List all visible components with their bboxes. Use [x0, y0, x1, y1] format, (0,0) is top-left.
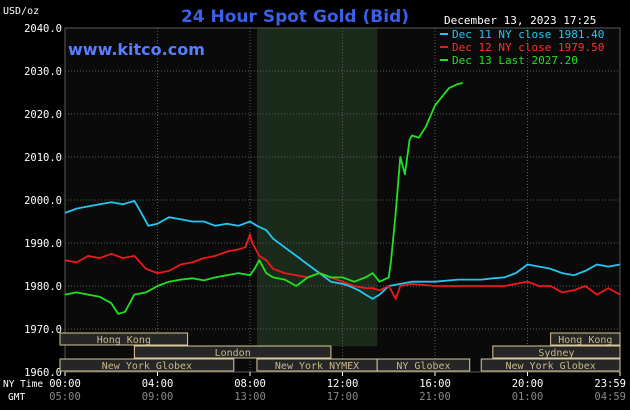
x-tick-label-ny: 16:00 [419, 378, 451, 390]
y-tick-label: 2040.0 [24, 23, 62, 35]
x-tick-label-gmt: 05:00 [49, 391, 81, 403]
chart-title: 24 Hour Spot Gold (Bid) [181, 7, 409, 27]
y-tick-label: 2000.0 [24, 195, 62, 207]
x-tick-label-gmt: 04:59 [594, 391, 626, 403]
y-tick-label: 1990.0 [24, 238, 62, 250]
session-label: New York Globex [505, 361, 595, 372]
price-lines [64, 82, 621, 315]
x-tick-label-ny: 23:59 [594, 378, 626, 390]
x-tick-label-gmt: 13:00 [234, 391, 266, 403]
x-tick-label-ny: 04:00 [142, 378, 174, 390]
session-label: New York Globex [102, 361, 192, 372]
series-line-3 [64, 82, 463, 315]
session-label: Sydney [538, 348, 574, 359]
session-box [480, 358, 621, 372]
session-box [133, 345, 332, 359]
session-label: Hong Kong [558, 335, 612, 346]
legend-label-dec13: Dec 13 Last 2027.20 [452, 54, 578, 67]
market-sessions: Hong Kong Hong Kong London Sydney New York G… [59, 332, 621, 372]
session-box [492, 345, 621, 359]
session-box [550, 332, 621, 346]
x-tick-label-gmt: 17:00 [327, 391, 359, 403]
legend-label-dec11: Dec 11 NY close 1981.40 [452, 28, 604, 41]
session-box [376, 358, 471, 372]
session-label: NY Globex [396, 361, 450, 372]
y-tick-label: 2020.0 [24, 109, 62, 121]
x-tick-label-ny: 08:00 [234, 378, 266, 390]
y-tick-label: 2010.0 [24, 152, 62, 164]
session-box [59, 358, 235, 372]
y-tick-label: 1970.0 [24, 324, 62, 336]
session-box [59, 332, 189, 346]
website-label: www.kitco.com [68, 40, 205, 59]
y-tick-label: 1980.0 [24, 281, 62, 293]
x-tick-label-ny: 20:00 [512, 378, 544, 390]
x-tick-label-gmt: 09:00 [142, 391, 174, 403]
datetime-label: December 13, 2023 17:25 [444, 14, 596, 27]
gmt-label: GMT [8, 392, 25, 403]
unit-label: USD/oz [3, 6, 39, 17]
x-tick-label-ny: 12:00 [327, 378, 359, 390]
y-tick-label: 1960.0 [24, 367, 62, 379]
legend-item-dec11: Dec 11 NY close 1981.40 [440, 28, 604, 41]
x-tick-label-gmt: 21:00 [419, 391, 451, 403]
y-tick-label: 2030.0 [24, 66, 62, 78]
ny-time-label: NY Time [3, 379, 43, 390]
session-label: Hong Kong [97, 335, 151, 346]
legend-item-dec12: Dec 12 NY close 1979.50 [440, 41, 604, 54]
legend-label-dec12: Dec 12 NY close 1979.50 [452, 41, 604, 54]
x-tick-label-ny: 00:00 [49, 378, 81, 390]
legend: Dec 11 NY close 1981.40 Dec 12 NY close … [440, 28, 604, 67]
y-axis: 1960.0 1970.0 1980.0 1990.0 2000.0 2010.0 2020… [24, 23, 62, 379]
ny-session-shade [256, 28, 378, 347]
x-tick-label-gmt: 01:00 [512, 391, 544, 403]
legend-item-dec13: Dec 13 Last 2027.20 [440, 54, 578, 67]
session-label: New York NYMEX [275, 361, 359, 372]
session-label: London [215, 348, 251, 359]
